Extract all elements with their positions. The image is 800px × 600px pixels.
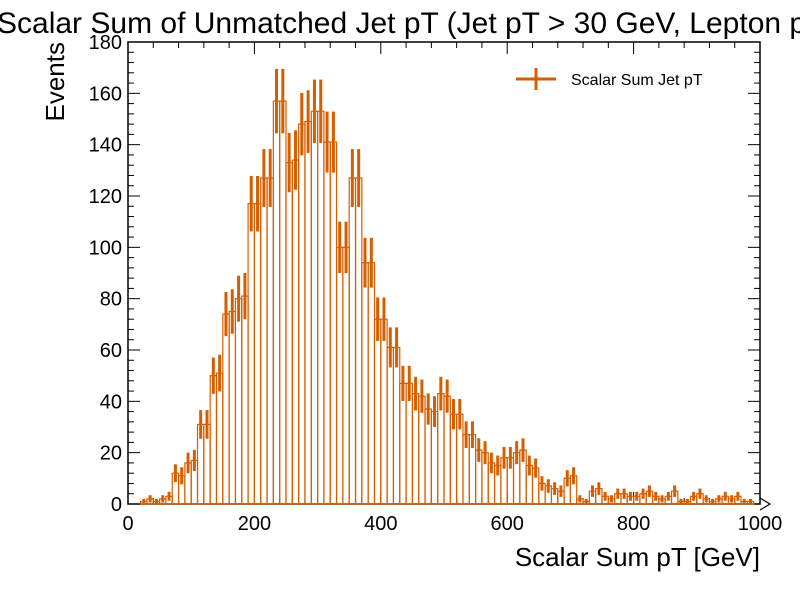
histogram-bin — [405, 382, 413, 505]
chart-title: Scalar Sum of Unmatched Jet pT (Jet pT >… — [0, 7, 800, 40]
histogram-bin — [367, 262, 376, 505]
histogram-bin — [304, 120, 312, 505]
x-tick-label: 0 — [122, 513, 133, 535]
histogram-bin — [272, 100, 281, 505]
histogram-bin — [285, 162, 293, 505]
histogram-bin — [354, 177, 363, 505]
y-tick-label: 60 — [100, 340, 122, 362]
histogram-bin — [373, 318, 382, 505]
histogram-bin — [361, 262, 369, 505]
histogram-bin — [291, 159, 300, 505]
tick-labels: 0 200 400 600 800 1000 0 20 40 60 80 100 120 140 160 18… — [89, 32, 783, 535]
y-tick-label: 20 — [100, 443, 122, 465]
histogram-bin — [253, 203, 262, 505]
legend: Scalar Sum Jet pT — [516, 68, 703, 90]
y-tick-label: 0 — [111, 494, 122, 516]
histogram-bin — [222, 313, 230, 505]
y-tick-label: 160 — [89, 83, 122, 105]
histogram-bin — [329, 141, 338, 505]
histogram-bin — [342, 246, 350, 505]
histogram-bin — [386, 346, 395, 505]
histogram-bin — [247, 203, 256, 505]
histogram-bin — [392, 346, 401, 505]
x-tick-label: 800 — [617, 513, 650, 535]
histogram-bin — [241, 295, 249, 505]
legend-label: Scalar Sum Jet pT — [571, 72, 703, 89]
histogram-bin — [317, 110, 325, 505]
y-tick-label: 40 — [100, 391, 122, 413]
histogram-bin — [310, 110, 319, 505]
histogram-bin — [266, 177, 274, 505]
error-bars — [142, 68, 753, 504]
histogram-bin — [335, 246, 344, 505]
x-axis-arrow — [759, 497, 772, 511]
y-tick-label: 80 — [100, 289, 122, 311]
x-tick-label: 200 — [238, 513, 271, 535]
y-tick-label: 180 — [89, 32, 122, 54]
y-axis-title: Events — [40, 42, 70, 122]
histogram-bin — [380, 318, 388, 505]
histogram-bin — [279, 100, 287, 505]
y-tick-label: 140 — [89, 135, 122, 157]
histogram-bin — [348, 177, 357, 505]
x-tick-label: 1000 — [738, 513, 783, 535]
x-tick-label: 600 — [491, 513, 524, 535]
x-tick-label: 400 — [364, 513, 397, 535]
histogram-bin — [399, 382, 407, 505]
histogram-bin — [234, 298, 243, 505]
histogram-bin — [298, 123, 306, 505]
histogram-bin — [228, 310, 237, 505]
histogram-bin — [215, 372, 224, 505]
histogram-bin — [260, 177, 268, 505]
y-tick-label: 120 — [89, 186, 122, 208]
histogram-bin — [209, 375, 218, 505]
x-axis-title: Scalar Sum pT [GeV] — [515, 542, 760, 572]
histogram-bin — [323, 141, 331, 505]
y-tick-label: 100 — [89, 237, 122, 259]
